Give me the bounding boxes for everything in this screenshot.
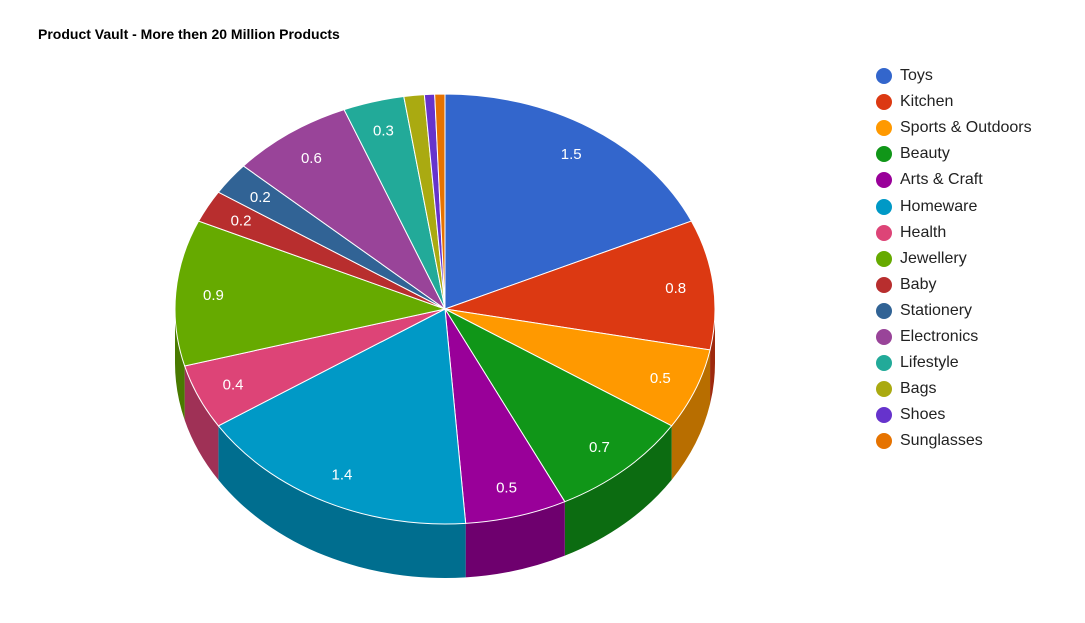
legend-item-shoes[interactable]: Shoes — [876, 402, 1032, 428]
legend-swatch — [876, 250, 892, 267]
pie-side-arts-craft — [465, 501, 565, 578]
pie-slice-jewellery[interactable] — [174, 220, 447, 367]
legend-swatch — [876, 68, 892, 85]
pie-side-beauty — [564, 425, 672, 556]
legend-item-toys[interactable]: Toys — [876, 63, 1032, 89]
legend-item-homeware[interactable]: Homeware — [876, 193, 1032, 219]
legend-swatch — [876, 302, 892, 319]
pie-slice-toys[interactable] — [444, 93, 693, 310]
pie-slice-homeware[interactable] — [217, 308, 467, 525]
legend-label: Beauty — [900, 145, 950, 163]
slice-value-label: 0.3 — [373, 123, 394, 140]
legend-item-bags[interactable]: Bags — [876, 376, 1032, 402]
legend-swatch — [876, 224, 892, 241]
slice-value-label: 0.2 — [231, 213, 252, 230]
legend-label: Homeware — [900, 197, 978, 215]
chart-title: Product Vault - More then 20 Million Pro… — [38, 26, 340, 42]
legend-item-jewellery[interactable]: Jewellery — [876, 246, 1032, 272]
slice-value-label: 0.2 — [250, 189, 271, 206]
legend-swatch — [876, 146, 892, 163]
slice-value-label: 0.5 — [650, 370, 671, 387]
pie-side-homeware — [218, 425, 466, 578]
pie-slice-beauty[interactable] — [443, 307, 673, 503]
pie-side-jewellery — [175, 309, 185, 420]
legend-item-kitchen[interactable]: Kitchen — [876, 89, 1032, 115]
chart-legend: Toys Kitchen Sports & Outdoors Beauty Arts &… — [876, 63, 1032, 454]
legend-swatch — [876, 433, 892, 450]
slice-value-label: 0.8 — [665, 280, 686, 297]
pie-side-sports-outdoors — [671, 349, 711, 480]
slice-value-label: 0.7 — [589, 439, 610, 456]
legend-swatch — [876, 276, 892, 293]
slice-value-label: 0.9 — [203, 287, 224, 304]
legend-label: Sunglasses — [900, 432, 983, 450]
legend-label: Baby — [900, 275, 937, 293]
legend-swatch — [876, 407, 892, 424]
slice-value-label: 1.5 — [561, 146, 582, 163]
legend-label: Stationery — [900, 301, 973, 319]
legend-label: Health — [900, 223, 947, 241]
legend-item-sports-outdoors[interactable]: Sports & Outdoors — [876, 115, 1032, 141]
legend-swatch — [876, 381, 892, 398]
slice-value-label: 0.6 — [301, 150, 322, 167]
slice-value-label: 0.5 — [496, 479, 517, 496]
legend-item-electronics[interactable]: Electronics — [876, 324, 1032, 350]
pie-side-health — [184, 365, 219, 480]
legend-item-sunglasses[interactable]: Sunglasses — [876, 428, 1032, 454]
legend-swatch — [876, 198, 892, 215]
slice-value-label: 0.4 — [223, 377, 244, 394]
legend-item-baby[interactable]: Baby — [876, 272, 1032, 298]
legend-item-lifestyle[interactable]: Lifestyle — [876, 350, 1032, 376]
slice-value-label: 1.4 — [332, 467, 353, 484]
legend-label: Bags — [900, 380, 937, 398]
legend-label: Arts & Craft — [900, 171, 983, 189]
legend-swatch — [876, 120, 892, 137]
legend-label: Kitchen — [900, 93, 954, 111]
legend-label: Jewellery — [900, 249, 967, 267]
legend-label: Electronics — [900, 327, 979, 345]
legend-label: Lifestyle — [900, 354, 959, 372]
legend-swatch — [876, 355, 892, 372]
pie-slice-sunglasses[interactable] — [434, 93, 446, 310]
pie-slice-kitchen[interactable] — [444, 220, 716, 351]
legend-item-beauty[interactable]: Beauty — [876, 141, 1032, 167]
legend-item-health[interactable]: Health — [876, 220, 1032, 246]
legend-swatch — [876, 328, 892, 345]
legend-swatch — [876, 94, 892, 111]
legend-label: Toys — [900, 67, 933, 85]
pie-slice-electronics[interactable] — [242, 108, 446, 310]
legend-label: Sports & Outdoors — [900, 119, 1032, 137]
legend-label: Shoes — [900, 406, 946, 424]
legend-item-stationery[interactable]: Stationery — [876, 298, 1032, 324]
legend-swatch — [876, 172, 892, 189]
legend-item-arts-craft[interactable]: Arts & Craft — [876, 167, 1032, 193]
